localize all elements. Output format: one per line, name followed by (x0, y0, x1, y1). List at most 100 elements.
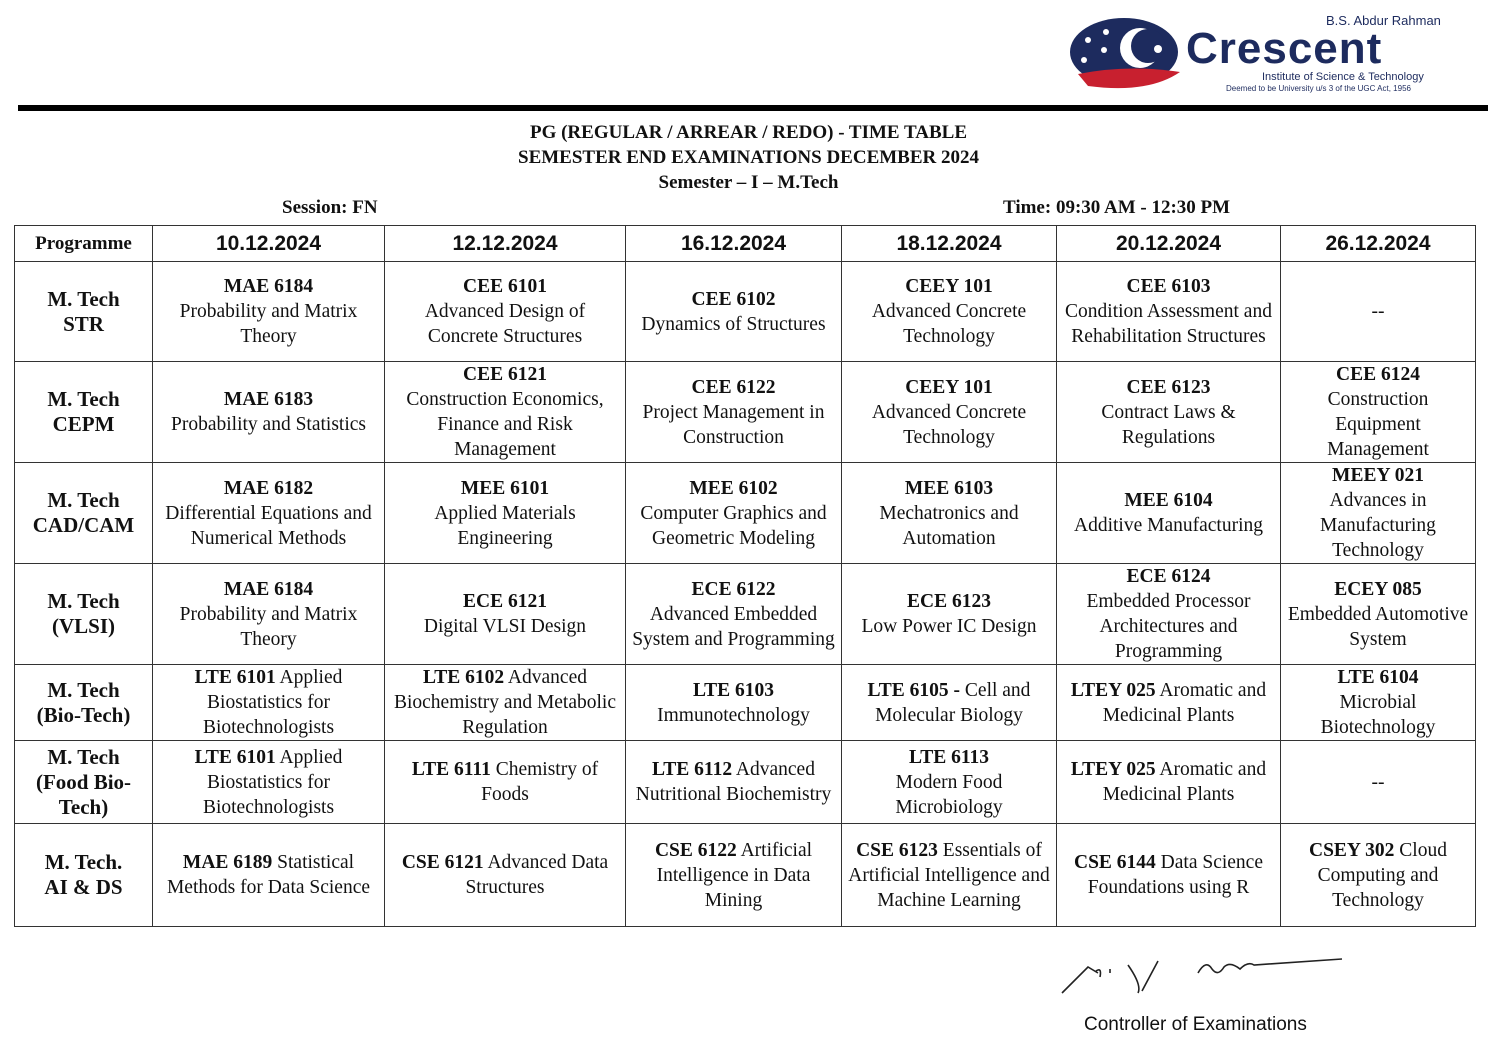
table-row: M. Tech (Food Bio- Tech) LTE 6101 Applied B… (14, 740, 1476, 824)
signature (1061, 958, 1343, 994)
programme-name: CEPM (52, 412, 115, 436)
logo-text-top: B.S. Abdur Rahman (1326, 13, 1441, 28)
course-code: LTE 6113 (908, 746, 990, 768)
course-code: CEE 6122 (691, 376, 776, 398)
exam-cell: MEEY 021 Advances in Manufacturing Techno… (1280, 462, 1476, 564)
exam-cell: LTE 6112 Advanced Nutritional Biochemist… (625, 740, 842, 824)
title-line-2: SEMESTER END EXAMINATIONS DECEMBER 2024 (518, 147, 979, 168)
table-row: M. Tech (VLSI) MAE 6184 Probability and Mat… (14, 563, 1476, 665)
exam-cell: ECE 6124 Embedded Processor Architectures… (1056, 563, 1281, 665)
exam-cell: LTE 6101 Applied Biostatistics for Biote… (152, 664, 385, 741)
course-code: MAE 6184 (223, 578, 314, 600)
course-title: Advances in Manufacturing Technology (1320, 490, 1436, 561)
column-header-date: 12.12.2024 (384, 225, 626, 262)
course-title: Applied Biostatistics for Biotechnologis… (202, 667, 343, 738)
exam-cell: ECE 6121 Digital VLSI Design (384, 563, 626, 665)
course-code: CEE 6121 (463, 364, 547, 385)
course-code: MEEY 021 (1332, 465, 1424, 486)
course-title: -- (1371, 771, 1385, 793)
exam-cell: CEE 6124 Construction Equipment Managemen… (1280, 361, 1476, 463)
programme-name: CAD/CAM (32, 513, 135, 537)
exam-cell: LTEY 025 Aromatic and Medicinal Plants (1056, 740, 1281, 824)
course-title: Probability and Statistics (171, 414, 366, 435)
course-code: MAE 6189 (182, 852, 273, 873)
programme-name: M. Tech (47, 387, 120, 411)
course-code: ECE 6123 (907, 591, 991, 612)
exam-cell: CSE 6123 Essentials of Artificial Intell… (841, 823, 1057, 927)
table-row: M. Tech CEPM MAE 6183 Probability and Stati… (14, 361, 1476, 463)
course-code: LTE 6101 (194, 746, 276, 768)
column-header-date: 10.12.2024 (152, 225, 385, 262)
column-header-date: 26.12.2024 (1280, 225, 1476, 262)
programme-name: M. Tech (47, 488, 120, 512)
course-code: LTE 6111 (411, 759, 491, 780)
programme-cell: M. Tech (Food Bio- Tech) (14, 740, 153, 824)
header-rule (18, 105, 1488, 111)
course-title: Applied Biostatistics for Biotechnologis… (202, 746, 343, 818)
course-title: Artificial Intelligence in Data Mining (656, 839, 813, 911)
exam-cell: CEE 6122 Project Management in Constructi… (625, 361, 842, 463)
exam-cell: ECEY 085 Embedded Automotive System (1280, 563, 1476, 665)
session-label: Session: FN (282, 197, 378, 218)
course-title: Embedded Processor Architectures and Pro… (1086, 591, 1251, 662)
course-code: ECEY 085 (1334, 578, 1422, 600)
course-title: Statistical Methods for Data Science (166, 852, 371, 898)
timetable: Programme 10.12.2024 12.12.2024 16.12.2024 1… (14, 225, 1476, 927)
course-title: Dynamics of Structures (641, 313, 826, 335)
programme-cell: M. Tech CEPM (14, 361, 153, 463)
logo-text-deemed: Deemed to be University u/s 3 of the UGC… (1226, 84, 1411, 93)
course-code: MEE 6102 (689, 477, 778, 499)
programme-cell: M. Tech (VLSI) (14, 563, 153, 665)
course-title: Project Management in Construction (642, 401, 825, 448)
course-title: Advanced Design of Concrete Structures (424, 301, 586, 347)
exam-cell: MAE 6184 Probability and Matrix Theory (152, 563, 385, 665)
course-code: MAE 6184 (223, 276, 314, 297)
course-code: LTEY 025 (1070, 679, 1156, 701)
course-title: Aromatic and Medicinal Plants (1102, 679, 1267, 726)
course-code: CSE 6123 (856, 839, 938, 861)
course-title: Chemistry of Foods (481, 759, 599, 805)
course-title: Condition Assessment and Rehabilitation … (1065, 301, 1272, 347)
programme-name: M. Tech (47, 744, 120, 769)
course-code: LTE 6112 (652, 759, 733, 780)
table-header-row: Programme 10.12.2024 12.12.2024 16.12.2024 1… (14, 225, 1476, 262)
course-code: MEE 6103 (904, 477, 994, 499)
course-title: Advanced Biochemistry and Metabolic Regu… (393, 667, 617, 738)
course-title: Modern Food Microbiology (895, 771, 1003, 818)
exam-cell: MEE 6104 Additive Manufacturing (1056, 462, 1281, 564)
course-code: CEEY 101 (905, 276, 993, 297)
programme-name: M. Tech (47, 286, 120, 311)
course-code: CSE 6121 (401, 852, 484, 873)
course-code: LTE 6105 - (867, 679, 961, 701)
programme-name: M. Tech (47, 677, 120, 702)
exam-cell: CEE 6102 Dynamics of Structures (625, 261, 842, 362)
exam-cell: LTE 6103 Immunotechnology (625, 664, 842, 741)
programme-name: (Bio-Tech) (36, 702, 131, 727)
programme-name: Tech) (58, 794, 109, 819)
course-title: Applied Materials Engineering (434, 502, 576, 549)
exam-cell: CEE 6123 Contract Laws & Regulations (1056, 361, 1281, 463)
programme-name: (VLSI) (51, 614, 115, 638)
course-code: CEE 6123 (1126, 376, 1211, 398)
course-code: CSEY 302 (1309, 839, 1395, 861)
exam-cell: CEE 6101 Advanced Design of Concrete Stru… (384, 261, 626, 362)
table-row: M. Tech CAD/CAM MAE 6182 Differential Equat… (14, 462, 1476, 564)
course-title: Aromatic and Medicinal Plants (1102, 759, 1267, 805)
course-code: MAE 6182 (223, 477, 314, 499)
course-title: Cell and Molecular Biology (875, 679, 1031, 726)
programme-name: (Food Bio- (35, 769, 132, 794)
course-code: CSE 6122 (654, 839, 737, 861)
logo-text-main: Crescent (1186, 24, 1383, 73)
title-line-3: Semester – I – M.Tech (658, 172, 839, 193)
programme-name: STR (63, 311, 104, 336)
table-row: M. Tech. AI & DS MAE 6189 Statistical Meth… (14, 823, 1476, 927)
exam-cell: MEE 6103 Mechatronics and Automation (841, 462, 1057, 564)
programme-name: AI & DS (44, 875, 123, 899)
table-row: M. Tech (Bio-Tech) LTE 6101 Applied Biosta… (14, 664, 1476, 741)
exam-cell: -- (1280, 740, 1476, 824)
exam-cell: MEE 6101 Applied Materials Engineering (384, 462, 626, 564)
exam-cell: CSE 6144 Data Science Foundations using … (1056, 823, 1281, 927)
exam-cell: LTE 6105 - Cell and Molecular Biology (841, 664, 1057, 741)
exam-cell: CEEY 101 Advanced Concrete Technology (841, 261, 1057, 362)
